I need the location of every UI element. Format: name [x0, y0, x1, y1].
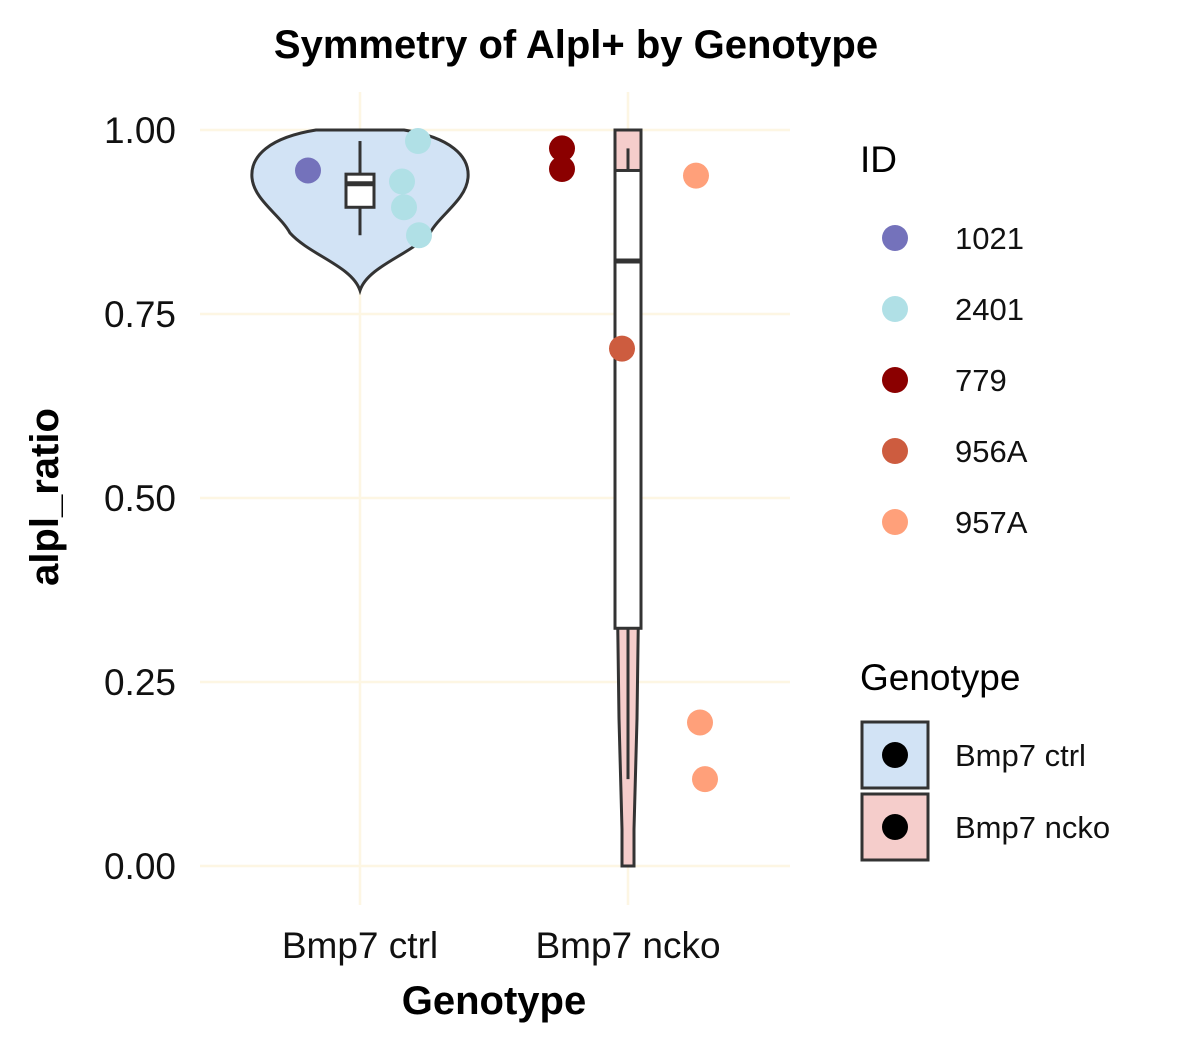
y-tick-label: 0.00	[104, 846, 176, 887]
legend-id-items: 1021 2401 779 956A 957A	[882, 221, 1028, 540]
box-iqr-1	[613, 168, 643, 630]
y-axis-title: alpl_ratio	[23, 408, 67, 586]
legend-id-swatch	[882, 438, 908, 464]
x-tick-labels: Bmp7 ctrl Bmp7 ncko	[282, 925, 721, 966]
legend-id-label: 1021	[955, 221, 1024, 256]
data-point-2401	[406, 222, 432, 249]
y-tick-labels: 0.00 0.25 0.50 0.75 1.00	[104, 110, 176, 887]
legend-id-swatch	[882, 367, 908, 393]
x-tick-label: Bmp7 ctrl	[282, 925, 438, 966]
legend-id-swatch	[882, 509, 908, 535]
legend-id-swatch	[882, 225, 908, 251]
data-point-957A	[692, 766, 718, 793]
legend-title-id: ID	[860, 139, 897, 180]
y-tick-label: 0.50	[104, 478, 176, 519]
y-tick-label: 0.75	[104, 294, 176, 335]
data-point-1021	[295, 157, 321, 184]
data-point-2401	[405, 128, 431, 155]
legend-id-swatch	[882, 296, 908, 322]
data-point-956A	[609, 335, 635, 362]
legend-id-label: 957A	[955, 505, 1028, 540]
data-point-2401	[391, 194, 417, 221]
legend-genotype-dot	[882, 814, 908, 840]
chart-title: Symmetry of Alpl+ by Genotype	[274, 23, 878, 67]
box-iqr-0	[344, 172, 376, 209]
legend: ID 1021 2401 779 956A 957A Genotype Bmp7 ctr…	[860, 139, 1110, 862]
data-point-957A	[687, 709, 713, 736]
data-point-779	[549, 135, 575, 162]
legend-id-label: 956A	[955, 434, 1028, 469]
legend-genotype-items: Bmp7 ctrl Bmp7 ncko	[860, 720, 1110, 862]
data-point-957A	[683, 162, 709, 189]
data-points	[295, 128, 718, 793]
legend-id-label: 2401	[955, 292, 1024, 327]
y-tick-label: 0.25	[104, 662, 176, 703]
legend-genotype-label: Bmp7 ncko	[955, 810, 1110, 845]
y-tick-label: 1.00	[104, 110, 176, 151]
legend-title-genotype: Genotype	[860, 657, 1020, 698]
legend-genotype-label: Bmp7 ctrl	[955, 738, 1086, 773]
boxplots	[344, 141, 643, 780]
data-point-779	[549, 156, 575, 183]
legend-id-label: 779	[955, 363, 1007, 398]
legend-genotype-dot	[882, 742, 908, 768]
x-tick-label: Bmp7 ncko	[535, 925, 720, 966]
x-axis-title: Genotype	[402, 979, 586, 1023]
data-point-2401	[389, 168, 415, 195]
